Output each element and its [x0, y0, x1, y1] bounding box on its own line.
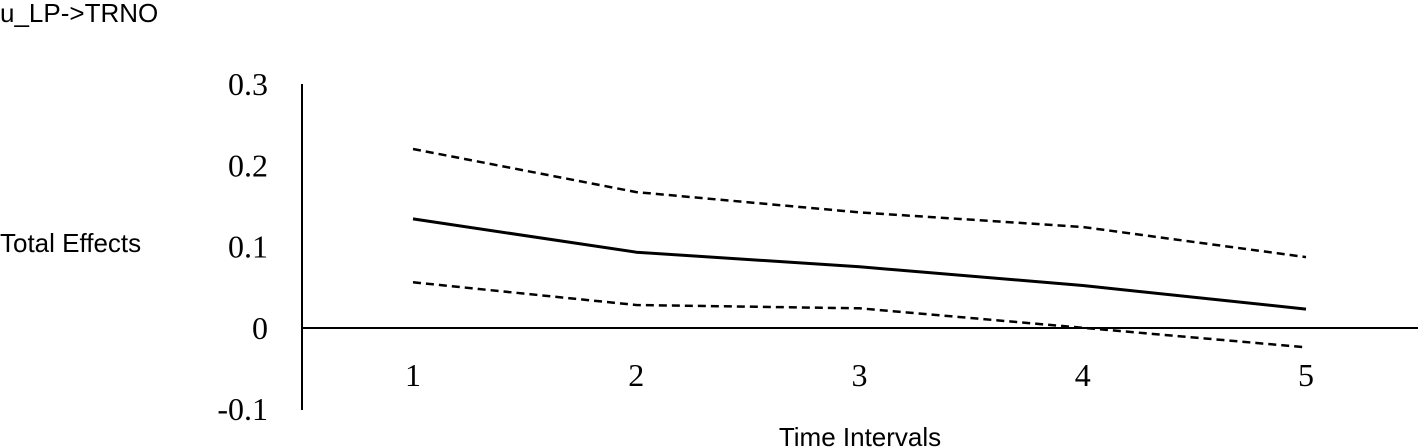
x-tick-label: 5: [1298, 357, 1314, 393]
x-axis-label: Time Intervals: [779, 422, 941, 448]
series-lines: [412, 147, 1307, 349]
y-tick-label: 0: [252, 310, 268, 346]
series-line-3: [412, 281, 1307, 349]
x-tick-label: 1: [405, 357, 421, 393]
y-tick-label: 0.1: [228, 229, 268, 265]
chart-title: u_LP->TRNO: [0, 0, 158, 28]
y-tick-label: -0.1: [217, 391, 268, 427]
y-axis-label: Total Effects: [0, 228, 141, 258]
series-line-1: [412, 147, 1307, 259]
y-tick-label: 0.3: [228, 66, 268, 102]
x-tick-label: 3: [852, 357, 868, 393]
series-line-2: [412, 217, 1307, 311]
x-tick-labels: 1 2 3 4 5: [405, 357, 1314, 393]
y-tick-labels: 0.3 0.2 0.1 0 -0.1: [217, 66, 268, 427]
y-tick-label: 0.2: [228, 147, 268, 183]
x-tick-label: 2: [628, 357, 644, 393]
x-tick-label: 4: [1075, 357, 1091, 393]
